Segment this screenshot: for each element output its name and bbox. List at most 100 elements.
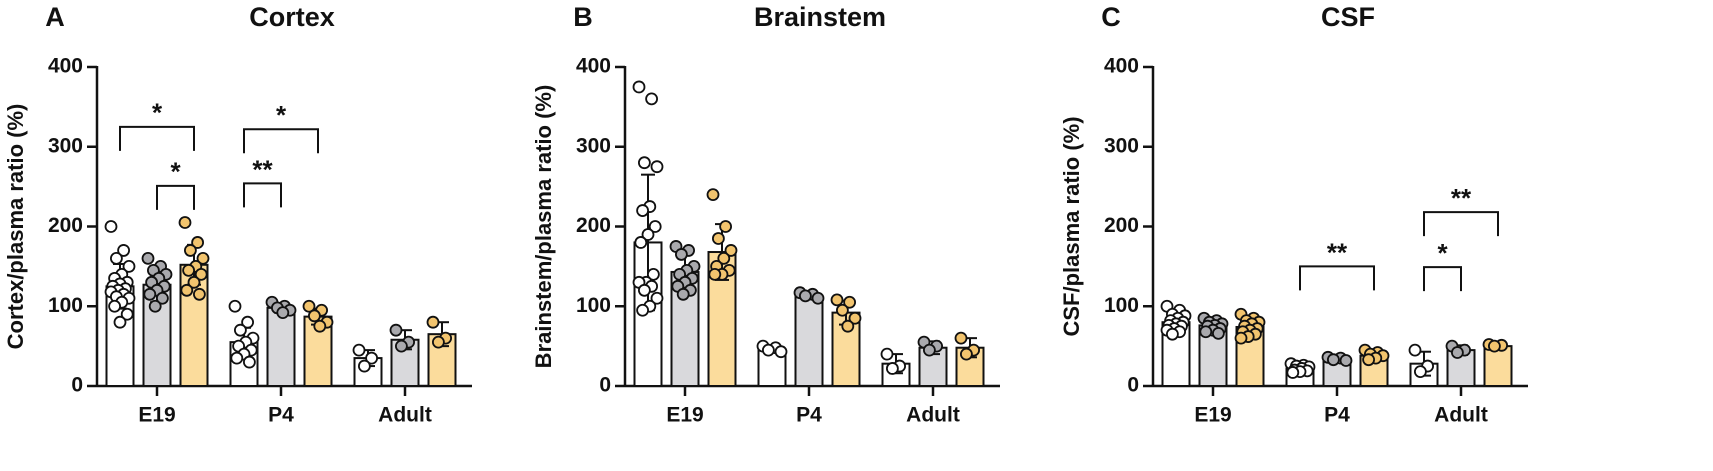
data-point bbox=[960, 347, 973, 361]
data-point bbox=[141, 251, 155, 265]
x-tick-label: P4 bbox=[796, 404, 822, 427]
x-tick-label: E19 bbox=[666, 404, 703, 427]
panel-letter: A bbox=[45, 2, 65, 32]
y-tick-label: 400 bbox=[1104, 55, 1139, 78]
y-tick-label: 300 bbox=[1104, 134, 1139, 157]
data-point bbox=[799, 289, 812, 303]
significance-label: ** bbox=[1451, 183, 1472, 213]
panel-letter: B bbox=[573, 2, 593, 32]
y-tick-label: 400 bbox=[48, 55, 83, 78]
x-tick-label: Adult bbox=[1434, 404, 1488, 427]
data-point bbox=[841, 319, 855, 333]
data-point bbox=[954, 331, 968, 345]
data-point bbox=[836, 303, 849, 317]
data-point bbox=[1327, 353, 1340, 367]
data-point bbox=[302, 299, 316, 313]
y-axis-label: Brainstem/plasma ratio (%) bbox=[531, 85, 556, 369]
significance-label: ** bbox=[1327, 237, 1348, 267]
bar bbox=[1483, 345, 1513, 387]
y-tick-label: 100 bbox=[48, 294, 83, 317]
data-point bbox=[675, 248, 688, 261]
data-point bbox=[1408, 343, 1422, 357]
data-point bbox=[632, 80, 646, 94]
data-point bbox=[1166, 327, 1179, 341]
data-point bbox=[638, 283, 651, 297]
significance-label: * bbox=[1437, 238, 1448, 268]
significance-bracket bbox=[156, 184, 195, 210]
data-point bbox=[648, 220, 662, 233]
data-point bbox=[638, 156, 651, 170]
data-point bbox=[923, 343, 936, 357]
data-point bbox=[1286, 366, 1300, 379]
data-point bbox=[120, 307, 134, 321]
x-tick-label: E19 bbox=[1194, 404, 1231, 427]
bar bbox=[794, 294, 824, 388]
data-point bbox=[830, 293, 844, 307]
data-point bbox=[634, 236, 648, 249]
data-point bbox=[113, 315, 127, 329]
x-tick-label: P4 bbox=[268, 404, 294, 427]
bar bbox=[266, 306, 296, 387]
x-tick-label: E19 bbox=[138, 404, 175, 427]
data-point bbox=[719, 220, 732, 233]
y-tick-label: 300 bbox=[576, 134, 611, 157]
data-point bbox=[1414, 365, 1427, 379]
data-point bbox=[724, 244, 738, 257]
x-tick-label: Adult bbox=[906, 404, 960, 427]
data-point bbox=[357, 359, 371, 373]
data-point bbox=[180, 283, 194, 297]
y-tick-label: 200 bbox=[48, 214, 83, 237]
significance-bracket bbox=[1299, 265, 1375, 291]
data-point bbox=[1451, 346, 1464, 359]
data-point bbox=[712, 232, 725, 245]
data-point bbox=[774, 345, 788, 359]
y-tick-label: 200 bbox=[576, 214, 611, 237]
data-point bbox=[233, 323, 247, 337]
data-point bbox=[636, 303, 649, 317]
data-point bbox=[650, 291, 664, 305]
data-point bbox=[241, 315, 255, 329]
y-tick-label: 200 bbox=[1104, 214, 1139, 237]
data-point bbox=[1199, 325, 1213, 339]
data-point bbox=[645, 92, 658, 106]
data-point bbox=[242, 355, 256, 369]
data-point bbox=[104, 220, 118, 233]
x-tick-label: Adult bbox=[378, 404, 432, 427]
y-tick-label: 400 bbox=[576, 55, 611, 78]
data-point bbox=[183, 244, 197, 257]
data-point bbox=[365, 351, 379, 365]
chart-title: CSF bbox=[1321, 2, 1375, 32]
chart-title: Brainstem bbox=[754, 2, 886, 32]
data-point bbox=[880, 347, 894, 361]
data-point bbox=[647, 267, 660, 281]
y-tick-label: 100 bbox=[1104, 294, 1139, 317]
data-point bbox=[352, 343, 366, 357]
data-point bbox=[148, 299, 162, 313]
data-point bbox=[706, 188, 720, 202]
y-axis-label: CSF/plasma ratio (%) bbox=[1059, 116, 1084, 336]
y-axis-label: Cortex/plasma ratio (%) bbox=[3, 104, 28, 350]
significance-label: * bbox=[152, 98, 163, 128]
data-point bbox=[196, 251, 210, 265]
y-tick-label: 0 bbox=[599, 374, 611, 397]
significance-label: ** bbox=[252, 154, 273, 184]
data-point bbox=[641, 228, 655, 241]
significance-label: * bbox=[170, 157, 181, 187]
data-point bbox=[811, 291, 825, 305]
data-point bbox=[843, 295, 856, 309]
data-point bbox=[192, 287, 206, 301]
data-point bbox=[426, 315, 440, 329]
data-point bbox=[178, 216, 192, 229]
data-point bbox=[394, 339, 408, 353]
y-tick-label: 0 bbox=[1127, 374, 1139, 397]
data-point bbox=[717, 251, 731, 265]
data-point bbox=[143, 287, 157, 301]
data-point bbox=[187, 275, 201, 289]
data-point bbox=[276, 306, 290, 320]
data-point bbox=[848, 311, 862, 325]
significance-bracket bbox=[1423, 211, 1499, 237]
data-point bbox=[676, 287, 690, 301]
data-point bbox=[1212, 326, 1225, 340]
y-tick-label: 100 bbox=[576, 294, 611, 317]
